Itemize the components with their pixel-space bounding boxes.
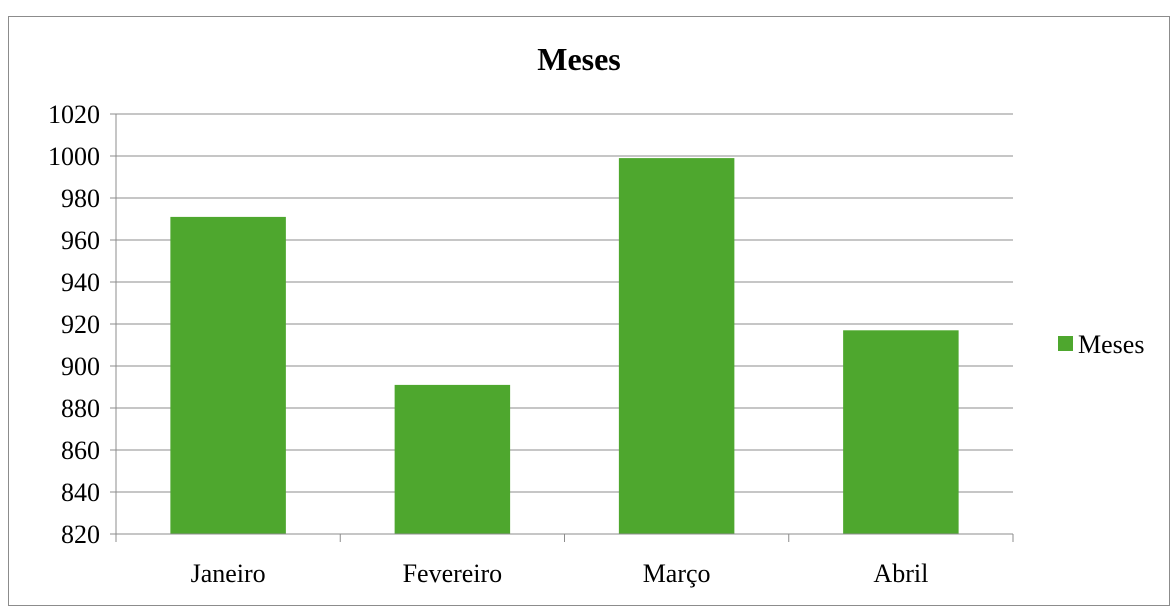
axes [110, 113, 1014, 542]
y-tick-label: 940 [61, 268, 100, 297]
y-tick-label: 1000 [48, 142, 100, 171]
y-tick-label: 820 [61, 520, 100, 549]
y-tick-label: 860 [61, 436, 100, 465]
bar [394, 384, 511, 534]
bars [170, 158, 959, 534]
bar [618, 158, 735, 534]
chart-title: Meses [537, 41, 621, 77]
x-tick-label: Janeiro [191, 559, 266, 588]
y-tick-label: 980 [61, 184, 100, 213]
legend-swatch [1058, 336, 1073, 351]
x-tick-label: Março [643, 559, 711, 588]
y-tick-label: 900 [61, 352, 100, 381]
legend-label: Meses [1078, 330, 1144, 359]
y-tick-label: 920 [61, 310, 100, 339]
y-tick-label: 1020 [48, 100, 100, 129]
y-tick-label: 880 [61, 394, 100, 423]
x-tick-label: Fevereiro [403, 559, 503, 588]
x-tick-label: Abril [873, 559, 928, 588]
bar [843, 330, 959, 534]
y-tick-label: 840 [61, 478, 100, 507]
bar [170, 216, 286, 534]
legend: Meses [1058, 330, 1144, 359]
x-tick-labels: Janeiro Fevereiro Março Abril [191, 559, 929, 588]
y-tick-label: 960 [61, 226, 100, 255]
y-tick-labels: 820 840 860 880 900 920 940 960 980 1000 1020 [48, 100, 100, 549]
